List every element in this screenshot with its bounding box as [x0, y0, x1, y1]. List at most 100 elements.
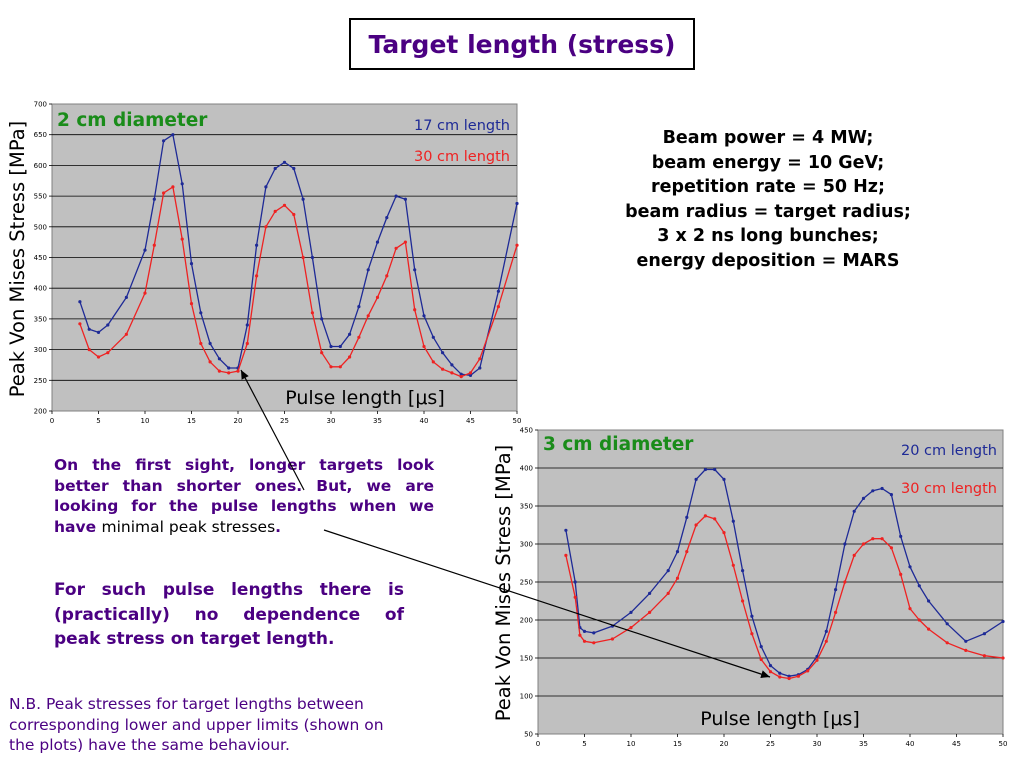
- data-point: [478, 357, 482, 361]
- paragraph1-line: On the first sight, longer targets look: [54, 456, 434, 474]
- data-point: [282, 160, 287, 164]
- x-tick-label: 35: [859, 740, 868, 748]
- data-point: [301, 255, 305, 260]
- energy-deposition-line: energy deposition = MARS: [636, 250, 900, 271]
- data-point: [459, 375, 463, 379]
- minimal-peak-stresses-text: minimal peak stresses: [101, 517, 276, 536]
- data-point: [899, 534, 903, 539]
- data-point: [685, 550, 689, 554]
- data-point: [908, 565, 912, 569]
- legend-entry: 30 cm length: [901, 481, 997, 497]
- data-point: [394, 194, 398, 198]
- data-point: [422, 314, 426, 318]
- data-point: [199, 341, 203, 346]
- data-point: [741, 599, 745, 603]
- data-point: [694, 477, 698, 481]
- data-point: [106, 351, 110, 355]
- data-point: [917, 584, 921, 588]
- data-point: [648, 610, 652, 615]
- y-tick-label: 200: [520, 617, 533, 625]
- data-point: [871, 489, 875, 493]
- data-point: [106, 323, 110, 327]
- data-point: [468, 371, 473, 375]
- x-tick-label: 0: [536, 740, 540, 748]
- data-point: [87, 327, 91, 331]
- legend-entry: 20 cm length: [901, 443, 997, 459]
- data-point: [861, 496, 866, 500]
- slide-title: Target length (stress): [368, 29, 676, 59]
- x-tick-label: 10: [627, 740, 636, 748]
- data-point: [515, 201, 519, 206]
- data-point: [78, 300, 82, 304]
- x-axis-label: Pulse length [μs]: [700, 708, 860, 730]
- data-point: [403, 197, 407, 201]
- data-point: [385, 274, 389, 278]
- data-point: [592, 631, 596, 635]
- x-tick-label: 10: [141, 417, 150, 425]
- data-point: [731, 563, 735, 567]
- y-tick-label: 450: [520, 427, 533, 435]
- diameter-label: 3 cm diameter: [543, 434, 694, 455]
- data-point: [394, 246, 398, 250]
- x-tick-label: 35: [373, 417, 382, 425]
- paragraph2-line: For such pulse lengths there is: [54, 580, 404, 600]
- paragraph2-line: (practically) no dependence of: [54, 604, 404, 625]
- data-point: [564, 528, 568, 532]
- title-box: Target length (stress): [349, 18, 695, 70]
- data-point: [703, 467, 708, 472]
- data-point: [629, 626, 633, 630]
- data-point: [768, 670, 773, 674]
- data-point: [578, 633, 582, 637]
- data-point: [945, 641, 949, 645]
- data-point: [917, 618, 921, 622]
- y-tick-label: 300: [520, 541, 533, 549]
- data-point: [357, 335, 361, 339]
- x-tick-label: 45: [952, 740, 961, 748]
- paragraph1-line: better than shorter ones. But, we are: [54, 476, 434, 495]
- data-point: [245, 323, 249, 327]
- beam-power-line: Beam power = 4 MW;: [662, 128, 874, 148]
- y-tick-label: 350: [520, 503, 533, 511]
- data-point: [329, 365, 333, 369]
- data-point: [722, 477, 726, 481]
- data-point: [778, 675, 782, 679]
- data-point: [731, 519, 735, 523]
- x-tick-label: 30: [327, 417, 336, 425]
- data-point: [880, 537, 884, 541]
- data-point: [648, 591, 652, 596]
- y-tick-label: 50: [524, 731, 533, 739]
- x-tick-label: 5: [96, 417, 100, 425]
- data-point: [573, 580, 577, 584]
- data-point: [582, 639, 587, 643]
- paragraph1-suffix: .: [275, 517, 282, 536]
- y-tick-label: 700: [34, 101, 47, 109]
- data-point: [189, 302, 194, 306]
- x-tick-label: 5: [582, 740, 586, 748]
- data-point: [301, 197, 305, 201]
- data-point: [189, 262, 194, 266]
- y-tick-label: 500: [34, 223, 47, 231]
- y-tick-label: 250: [34, 377, 47, 385]
- y-tick-label: 450: [34, 254, 47, 262]
- data-point: [1001, 656, 1005, 660]
- data-point: [171, 133, 175, 137]
- data-point: [759, 657, 763, 662]
- data-point: [338, 365, 342, 369]
- paragraph-no-dependence: For such pulse lengths there is (practic…: [54, 578, 404, 652]
- data-point: [927, 627, 931, 631]
- x-tick-label: 25: [766, 740, 775, 748]
- data-point: [180, 182, 184, 186]
- data-point: [87, 348, 91, 352]
- data-point: [152, 197, 156, 201]
- data-point: [143, 248, 147, 252]
- data-point: [320, 351, 324, 355]
- data-point: [375, 240, 380, 244]
- data-point: [199, 311, 203, 315]
- data-point: [564, 553, 568, 558]
- data-point: [964, 639, 968, 643]
- y-axis-label: Peak Von Mises Stress [MPa]: [492, 445, 515, 722]
- data-point: [982, 632, 987, 636]
- y-tick-label: 300: [34, 346, 47, 354]
- data-point: [468, 373, 473, 377]
- paragraph1-last-line: have minimal peak stresses.: [54, 517, 434, 538]
